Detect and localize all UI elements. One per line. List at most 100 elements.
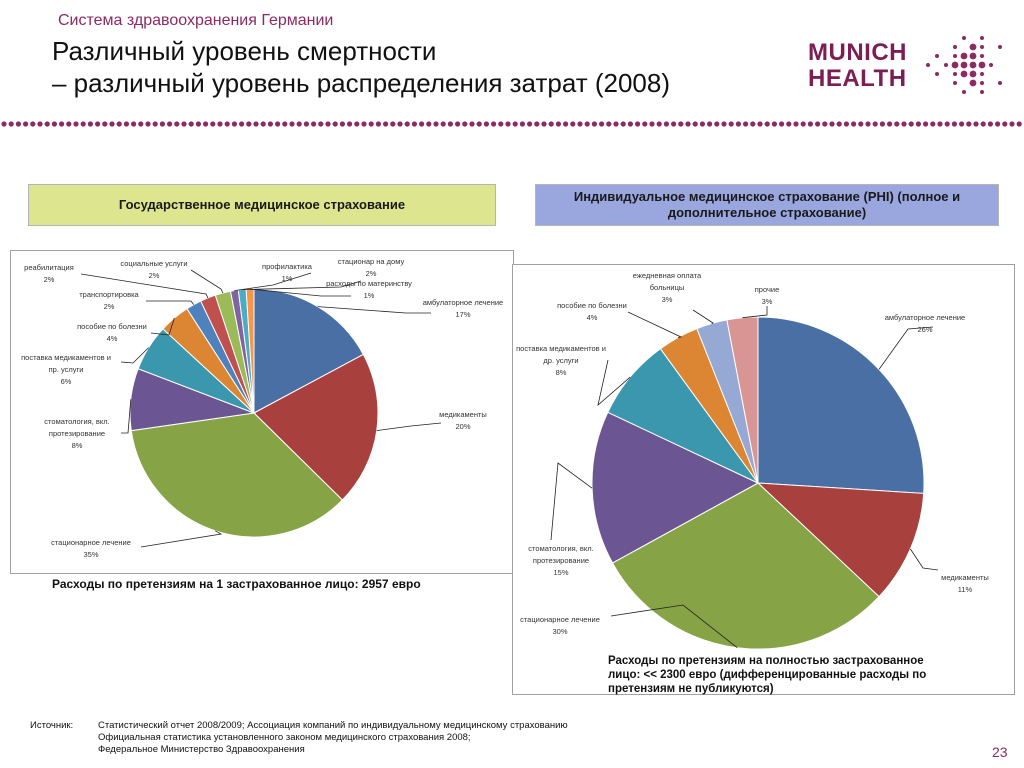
divider-dot bbox=[491, 121, 497, 127]
slice-label: пособие по болезни 4% bbox=[77, 322, 147, 343]
divider-dot bbox=[584, 121, 590, 127]
divider-dot bbox=[51, 121, 58, 127]
divider-dot bbox=[455, 121, 461, 127]
divider-dot bbox=[30, 121, 36, 127]
slice-label: пособие по болезни 4% bbox=[557, 301, 627, 322]
divider-dot bbox=[764, 121, 770, 127]
divider-dot bbox=[174, 121, 180, 127]
divider-dot bbox=[8, 121, 14, 127]
divider-dot bbox=[397, 121, 403, 127]
divider-dot bbox=[649, 121, 655, 127]
divider-dot bbox=[383, 121, 389, 127]
gov-claims-note: Расходы по претензиям на 1 застрахованно… bbox=[52, 577, 421, 591]
dotted-divider bbox=[1, 121, 1022, 127]
divider-dot bbox=[577, 121, 583, 127]
divider-dot bbox=[109, 121, 115, 127]
divider-dot bbox=[735, 121, 742, 127]
source-label: Источник: bbox=[30, 720, 74, 731]
divider-dot bbox=[419, 121, 425, 127]
logo-dots-icon bbox=[926, 36, 1002, 94]
logo-dot bbox=[960, 61, 968, 69]
slice-label: поставка медикаментов и др. услуги 8% bbox=[516, 344, 606, 377]
phi-pie-chart-panel: амбулаторное лечение 26% медикаменты 11% ста… bbox=[512, 264, 1015, 695]
divider-dot bbox=[361, 121, 367, 127]
gov-pie-chart-panel: амбулаторное лечение 17% медикаменты 20% ста… bbox=[10, 250, 514, 574]
leader-line bbox=[121, 399, 132, 434]
divider-dot bbox=[260, 121, 266, 127]
leader-line bbox=[234, 272, 312, 291]
logo-dot bbox=[969, 43, 977, 51]
divider-dot bbox=[296, 121, 302, 127]
divider-dot bbox=[671, 121, 677, 127]
divider-dot bbox=[807, 121, 814, 127]
logo-dot bbox=[969, 70, 977, 78]
divider-dot bbox=[95, 121, 101, 127]
pie-slice bbox=[757, 316, 925, 494]
divider-dot bbox=[318, 121, 324, 127]
slice-label: ежедневная оплата больницы 3% bbox=[633, 271, 702, 304]
logo-dot bbox=[980, 45, 984, 49]
leader-line bbox=[250, 288, 351, 297]
divider-dot bbox=[253, 121, 259, 127]
divider-dot bbox=[23, 121, 29, 127]
logo-dot bbox=[989, 63, 993, 67]
divider-dot bbox=[786, 121, 792, 127]
logo-dot bbox=[980, 36, 984, 40]
slice-label: стационарное лечение 30% bbox=[520, 615, 600, 636]
divider-dot bbox=[476, 121, 482, 127]
divider-dot bbox=[37, 121, 43, 127]
divider-dot bbox=[512, 121, 518, 127]
divider-dot bbox=[123, 121, 129, 127]
divider-dot bbox=[426, 121, 432, 127]
divider-dot bbox=[627, 121, 634, 127]
divider-dot bbox=[743, 121, 749, 127]
phi-pie-chart: амбулаторное лечение 26% медикаменты 11% ста… bbox=[516, 271, 989, 650]
divider-dot bbox=[167, 121, 173, 127]
slide-title-line-2: – различный уровень распределения затрат… bbox=[52, 68, 670, 98]
leader-line bbox=[597, 359, 631, 407]
divider-dot bbox=[563, 121, 569, 127]
slice-label: расходы по материнству 1% bbox=[326, 279, 412, 300]
divider-dot bbox=[620, 121, 626, 127]
divider-dot bbox=[138, 121, 144, 127]
divider-dot bbox=[836, 121, 842, 127]
leader-line bbox=[627, 311, 683, 338]
divider-dot bbox=[59, 121, 65, 127]
divider-dot bbox=[527, 121, 533, 127]
slice-label: медикаменты 11% bbox=[941, 573, 989, 594]
logo-dot bbox=[960, 70, 968, 78]
logo-dot bbox=[962, 36, 966, 40]
divider-dot bbox=[937, 121, 943, 127]
logo-dot bbox=[951, 61, 959, 69]
divider-dot bbox=[282, 121, 288, 127]
divider-dot bbox=[541, 121, 547, 127]
slice-label: прочие 3% bbox=[755, 285, 780, 306]
divider-dot bbox=[829, 121, 835, 127]
logo-dot bbox=[998, 45, 1002, 49]
page-number: 23 bbox=[992, 744, 1008, 760]
slice-label: стационарное лечение 35% bbox=[51, 538, 131, 559]
slice-label: стоматология, вкл. протезирование 8% bbox=[44, 417, 109, 450]
divider-dot bbox=[325, 121, 331, 127]
gov-pie-chart: амбулаторное лечение 17% медикаменты 20% ста… bbox=[21, 257, 503, 559]
divider-dot bbox=[721, 121, 727, 127]
slice-label: социальные услуги 2% bbox=[120, 259, 187, 280]
phi-claims-note: Расходы по претензиям на полностью застр… bbox=[608, 655, 927, 695]
divider-dot bbox=[239, 121, 245, 127]
presentation-subtitle: Система здравоохранения Германии bbox=[58, 12, 334, 29]
slice-label: транспортировка 2% bbox=[79, 290, 139, 311]
leader-line bbox=[692, 309, 714, 324]
logo-dot bbox=[962, 90, 966, 94]
divider-dot bbox=[159, 121, 165, 127]
divider-dot bbox=[73, 121, 79, 127]
divider-dot bbox=[1, 121, 7, 127]
divider-dot bbox=[339, 121, 345, 127]
leader-line bbox=[190, 269, 224, 294]
logo-dot bbox=[978, 61, 986, 69]
divider-dot bbox=[368, 121, 374, 127]
divider-dot bbox=[815, 121, 821, 127]
divider-dot bbox=[87, 121, 93, 127]
slice-label: поставка медикаментов и пр. услуги 6% bbox=[21, 353, 111, 386]
divider-dot bbox=[131, 121, 137, 127]
divider-dot bbox=[555, 121, 562, 127]
